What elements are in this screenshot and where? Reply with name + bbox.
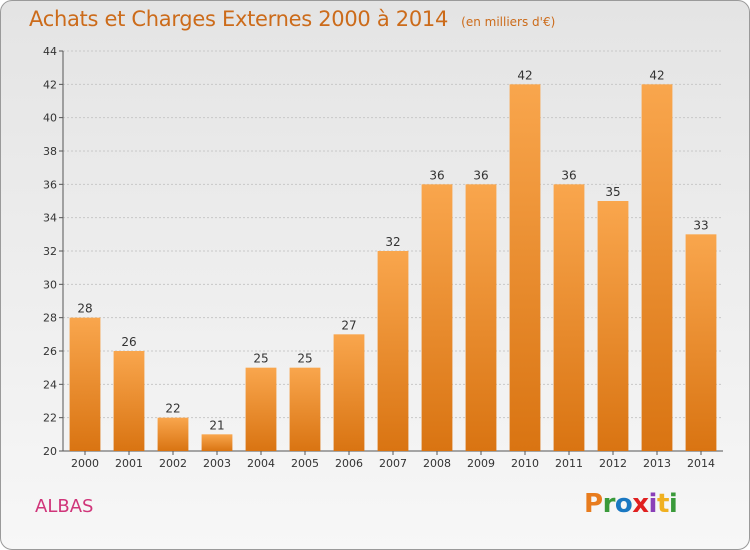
y-tick-label: 24 (43, 378, 57, 391)
bar-value-label: 36 (473, 168, 488, 182)
bar-2000 (69, 317, 101, 451)
bar-2014 (685, 234, 717, 451)
chart-title: Achats et Charges Externes 2000 à 2014 (29, 7, 449, 31)
bar-2011 (553, 184, 585, 452)
bar-2007 (377, 251, 409, 451)
x-tick-label: 2008 (423, 457, 451, 470)
bar-2005 (289, 367, 321, 451)
x-tick-label: 2009 (467, 457, 495, 470)
x-tick-label: 2005 (291, 457, 319, 470)
bar-value-label: 28 (77, 302, 92, 316)
bar-value-label: 36 (429, 168, 444, 182)
bar-value-label: 25 (253, 352, 268, 366)
place-name: ALBAS (35, 496, 94, 517)
y-tick-label: 32 (43, 245, 57, 258)
y-tick-label: 20 (43, 445, 57, 458)
bars (69, 84, 717, 452)
y-tick-label: 42 (43, 78, 57, 91)
y-tick-label: 30 (43, 278, 57, 291)
x-tick-label: 2004 (247, 457, 275, 470)
bar-2013 (641, 84, 673, 451)
bar-value-label: 27 (341, 318, 356, 332)
x-tick-label: 2014 (687, 457, 715, 470)
chart-title-row: Achats et Charges Externes 2000 à 2014 (… (29, 7, 555, 31)
bar-value-label: 22 (165, 402, 180, 416)
bar-2002 (157, 417, 189, 451)
logo-letter: t (656, 489, 669, 519)
x-tick-label: 2003 (203, 457, 231, 470)
bar-2009 (465, 184, 497, 452)
bar-2010 (509, 84, 541, 451)
x-tick-label: 2007 (379, 457, 407, 470)
logo-letter: i (668, 489, 678, 519)
x-tick-label: 2006 (335, 457, 363, 470)
bar-value-label: 21 (209, 418, 224, 432)
bar-2004 (245, 367, 277, 451)
bar-2001 (113, 351, 145, 451)
bar-value-label: 32 (385, 235, 400, 249)
x-tick-label: 2012 (599, 457, 627, 470)
logo-letter: x (632, 489, 649, 519)
bar-value-label: 33 (693, 218, 708, 232)
y-tick-label: 34 (43, 212, 57, 225)
bar-value-label: 36 (561, 168, 576, 182)
y-tick-label: 40 (43, 112, 57, 125)
y-tick-label: 28 (43, 312, 57, 325)
y-tick-label: 36 (43, 178, 57, 191)
proxiti-logo: Proxiti (584, 489, 678, 519)
y-tick-label: 22 (43, 412, 57, 425)
x-tick-label: 2001 (115, 457, 143, 470)
x-tick-label: 2013 (643, 457, 671, 470)
bar-value-label: 25 (297, 352, 312, 366)
logo-letter: i (648, 489, 658, 519)
bar-value-label: 26 (121, 335, 136, 349)
y-tick-label: 26 (43, 345, 57, 358)
logo-letter: r (602, 489, 616, 519)
x-tick-label: 2011 (555, 457, 583, 470)
bar-2006 (333, 334, 365, 451)
x-tick-label: 2010 (511, 457, 539, 470)
bar-value-label: 42 (517, 68, 532, 82)
bar-2003 (201, 434, 233, 451)
bar-value-label: 42 (649, 68, 664, 82)
bar-2008 (421, 184, 453, 452)
labels: 20 22 24 26 28 30 32 34 36 38 40 42 44 28 2000 26 2001 22… (43, 45, 715, 470)
bar-value-label: 35 (605, 185, 620, 199)
y-tick-label: 38 (43, 145, 57, 158)
x-tick-label: 2002 (159, 457, 187, 470)
bar-2012 (597, 201, 629, 451)
x-tick-label: 2000 (71, 457, 99, 470)
chart-subtitle: (en milliers d'€) (461, 15, 556, 29)
logo-letter: o (614, 489, 633, 519)
logo-letter: P (584, 489, 603, 519)
y-tick-label: 44 (43, 45, 57, 58)
